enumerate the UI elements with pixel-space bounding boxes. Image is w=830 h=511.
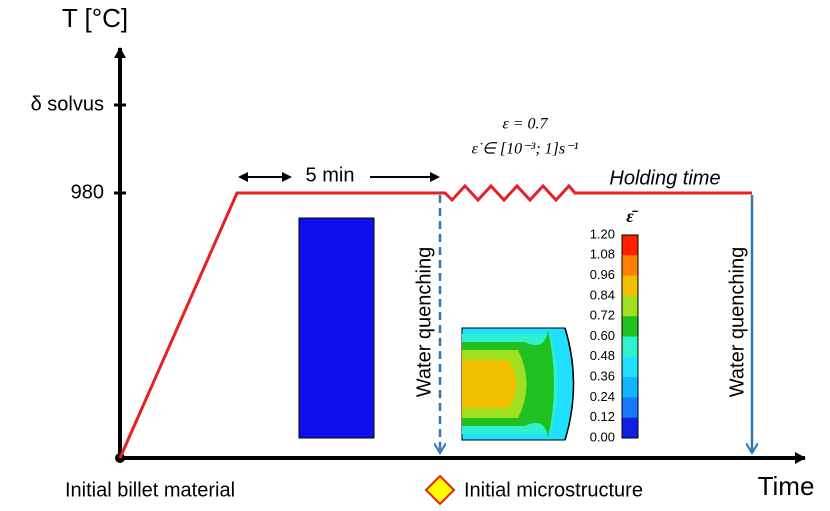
colorbar-band: [622, 235, 638, 256]
billet: [299, 218, 374, 438]
strain-rate: ε̇ ∈ [10⁻³; 1]s⁻¹: [472, 141, 579, 158]
micro-label: Initial microstructure: [464, 479, 643, 501]
colorbar-label: 1.08: [590, 247, 615, 262]
colorbar-title: ε̄: [626, 206, 638, 226]
diamond-marker: [426, 476, 454, 504]
colorbar-band: [622, 337, 638, 358]
quench-label: Water quenching: [726, 247, 748, 397]
diagram: T [°C] Time δ solvus 980 5 min ε = 0.7 ε…: [0, 0, 830, 511]
colorbar-band: [622, 418, 638, 439]
colorbar-band: [622, 377, 638, 398]
colorbar-label: 0.84: [590, 287, 615, 302]
temperature-path: [120, 186, 752, 458]
colorbar-label: 0.72: [590, 308, 615, 323]
holding: Holding time: [609, 167, 720, 189]
colorbar-label: 1.20: [590, 226, 615, 241]
colorbar-label: 0.12: [590, 409, 615, 424]
colorbar-label: 0.00: [590, 429, 615, 444]
colorbar-band: [622, 255, 638, 276]
colorbar-label: 0.36: [590, 369, 615, 384]
colorbar-band: [622, 316, 638, 337]
strain: ε = 0.7: [502, 116, 548, 133]
colorbar-band: [622, 276, 638, 297]
y-label: T [°C]: [62, 3, 128, 33]
colorbar-label: 0.24: [590, 389, 615, 404]
quench-label: Water quenching: [413, 247, 435, 397]
colorbar-label: 0.96: [590, 267, 615, 282]
colorbar-label: 0.48: [590, 348, 615, 363]
y-mark: δ solvus: [31, 93, 104, 115]
start-label: Initial billet material: [65, 479, 235, 501]
x-label: Time: [758, 471, 815, 501]
colorbar-band: [622, 357, 638, 378]
colorbar-band: [622, 397, 638, 418]
colorbar-label: 0.60: [590, 328, 615, 343]
arrow-head: [238, 172, 248, 182]
y-mark: 980: [71, 181, 104, 203]
colorbar-band: [622, 296, 638, 317]
deformed-billet: [462, 328, 574, 440]
duration: 5 min: [306, 164, 355, 186]
colorbar: 1.20 1.08 0.96 0.84 0.72 0.60 0.48 0.36 0.24 0.12…: [590, 226, 638, 444]
